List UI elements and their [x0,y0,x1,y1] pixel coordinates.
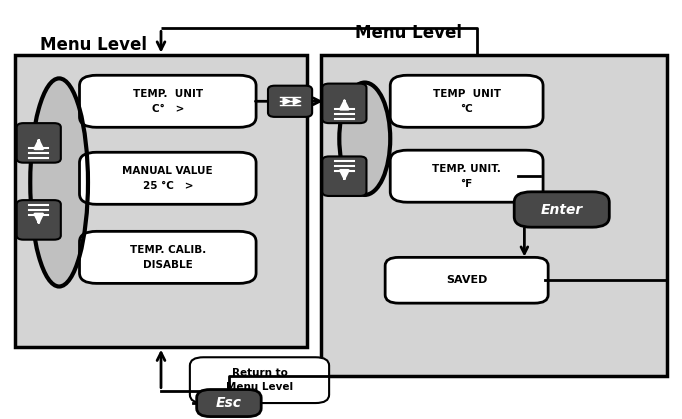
FancyBboxPatch shape [268,85,312,117]
Ellipse shape [340,83,390,195]
FancyBboxPatch shape [190,357,329,403]
Text: TEMP.  UNIT
C°   >: TEMP. UNIT C° > [133,89,203,114]
Text: TEMP. UNIT.
°F: TEMP. UNIT. °F [432,164,501,189]
FancyBboxPatch shape [323,84,366,123]
FancyBboxPatch shape [80,152,256,204]
FancyBboxPatch shape [514,192,609,227]
FancyBboxPatch shape [80,231,256,283]
FancyBboxPatch shape [80,75,256,127]
FancyBboxPatch shape [385,257,548,303]
FancyBboxPatch shape [390,150,543,202]
Bar [15,55,307,347]
Text: Menu Level: Menu Level [355,23,462,41]
Text: SAVED: SAVED [446,275,488,285]
Text: MANUAL VALUE
25 °C   >: MANUAL VALUE 25 °C > [123,166,213,191]
Bar [321,55,667,376]
Text: Return to
Menu Level: Return to Menu Level [226,368,293,392]
FancyBboxPatch shape [16,123,61,163]
FancyBboxPatch shape [323,156,366,196]
Text: TEMP  UNIT
°C: TEMP UNIT °C [432,89,501,114]
Text: Enter: Enter [541,202,583,217]
Text: Esc: Esc [216,396,242,410]
FancyBboxPatch shape [390,75,543,127]
Text: TEMP. CALIB.
DISABLE: TEMP. CALIB. DISABLE [130,245,206,270]
Ellipse shape [30,78,88,287]
FancyBboxPatch shape [196,390,261,416]
FancyBboxPatch shape [16,200,61,240]
Text: Menu Level: Menu Level [40,36,147,54]
